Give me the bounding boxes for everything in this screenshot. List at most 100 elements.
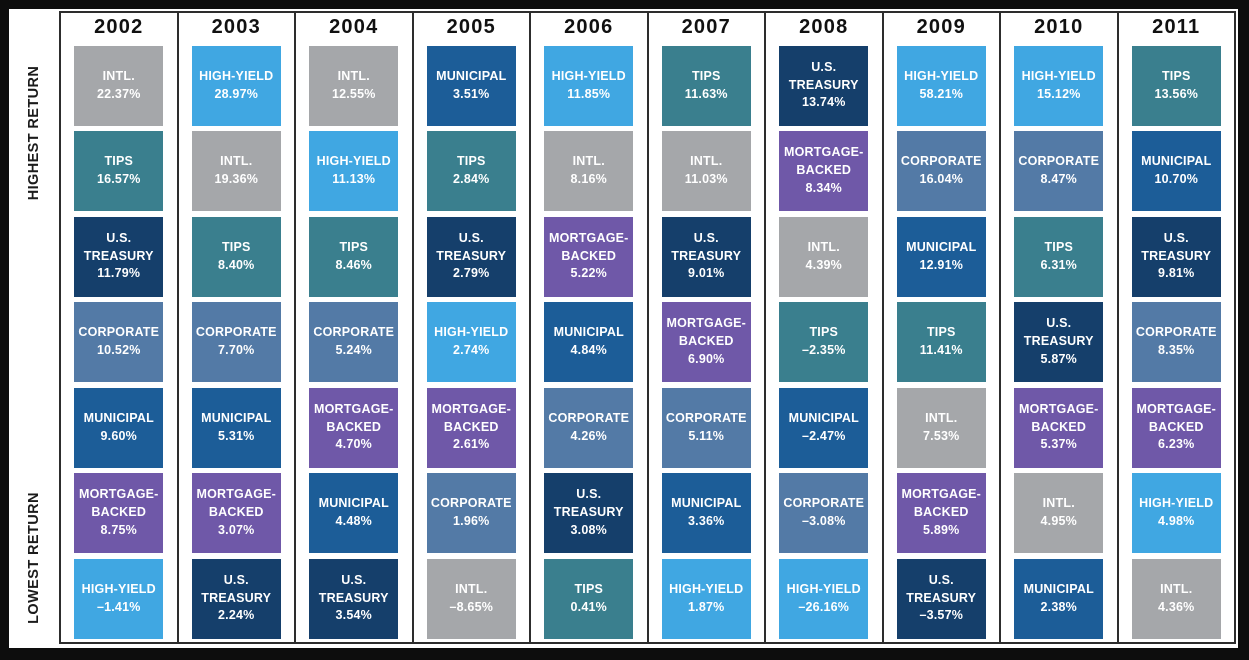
asset-name: MUNICIPAL (1141, 154, 1212, 169)
asset-cell: CORPORATE 7.70% (191, 302, 281, 382)
asset-name: U.S. TREASURY (83, 230, 154, 263)
asset-name: U.S. TREASURY (788, 59, 859, 92)
year-columns-grid: 2002 INTL. 22.37% TIPS 16.57% U.S. TREASURY 11… (59, 11, 1236, 644)
asset-return-value: –3.08% (801, 514, 846, 528)
asset-cell: TIPS 0.41% (544, 558, 634, 639)
asset-cell: TIPS –2.35% (779, 302, 869, 382)
asset-name: TIPS (926, 325, 956, 340)
asset-return-value: 16.04% (919, 172, 964, 186)
asset-cell: U.S. TREASURY 11.79% (74, 216, 164, 297)
asset-name: CORPORATE (783, 496, 865, 511)
asset-return-value: 8.40% (218, 257, 255, 272)
asset-name: TIPS (1044, 239, 1074, 254)
asset-cell: INTL. 7.53% (896, 387, 986, 468)
asset-return-value: –26.16% (798, 599, 850, 614)
asset-cell: MUNICIPAL 12.91% (896, 216, 986, 297)
left-axis-gutter: HIGHEST RETURN LOWEST RETURN (9, 11, 59, 644)
asset-name: TIPS (691, 68, 721, 83)
asset-cell: INTL. 11.03% (661, 131, 751, 211)
year-header: 2009 (916, 16, 966, 38)
asset-cell: HIGH-YIELD 11.85% (544, 45, 634, 126)
asset-cell: MORTGAGE-BACKED 6.23% (1131, 387, 1221, 468)
asset-return-value: 0.41% (570, 599, 607, 614)
asset-return-value: 9.60% (100, 428, 137, 443)
asset-cell: INTL. 22.37% (74, 45, 164, 126)
asset-return-value: 2.74% (453, 343, 490, 357)
asset-return-value: 3.07% (218, 522, 255, 537)
asset-name: HIGH-YIELD (434, 325, 509, 340)
asset-name: MORTGAGE-BACKED (78, 487, 159, 520)
asset-name: CORPORATE (900, 154, 982, 169)
asset-return-value: 19.36% (214, 172, 259, 186)
asset-cell: CORPORATE –3.08% (779, 473, 869, 553)
asset-name: MORTGAGE-BACKED (901, 487, 982, 520)
asset-cell: CORPORATE 1.96% (426, 473, 516, 553)
asset-name: U.S. TREASURY (671, 230, 742, 263)
asset-cell: MORTGAGE-BACKED 4.70% (309, 387, 399, 468)
year-column-2002: 2002 INTL. 22.37% TIPS 16.57% U.S. TREASURY 11… (61, 13, 177, 642)
asset-return-value: 4.70% (335, 437, 372, 452)
asset-cell: TIPS 6.31% (1014, 216, 1104, 297)
asset-return-value: 15.12% (1036, 86, 1081, 101)
asset-cell: HIGH-YIELD 58.21% (896, 45, 986, 126)
asset-cell: U.S. TREASURY 13.74% (779, 45, 869, 126)
asset-cell: U.S. TREASURY 2.24% (191, 558, 281, 639)
asset-cell: INTL. 4.95% (1014, 473, 1104, 553)
asset-name: TIPS (456, 154, 486, 169)
asset-cell: U.S. TREASURY 9.01% (661, 216, 751, 297)
asset-return-value: 11.79% (97, 266, 141, 281)
asset-name: INTL. (102, 68, 135, 83)
asset-return-value: 4.26% (570, 428, 607, 443)
asset-cell: TIPS 2.84% (426, 131, 516, 211)
asset-name: MORTGAGE-BACKED (431, 401, 512, 434)
year-header: 2010 (1034, 16, 1084, 38)
year-column-2006: 2006 HIGH-YIELD 11.85% INTL. 8.16% MORTGAGE-B… (529, 13, 647, 642)
asset-cell: U.S. TREASURY 5.87% (1014, 302, 1104, 382)
asset-name: U.S. TREASURY (436, 230, 507, 263)
asset-return-value: 2.24% (218, 608, 255, 623)
year-column-2010: 2010 HIGH-YIELD 15.12% CORPORATE 8.47% TIPS 6.… (999, 13, 1117, 642)
asset-return-value: 11.63% (684, 86, 728, 101)
asset-return-value: 8.75% (100, 522, 137, 537)
asset-return-value: 11.41% (919, 343, 963, 357)
asset-name: U.S. TREASURY (906, 572, 977, 605)
asset-cell: HIGH-YIELD –26.16% (779, 558, 869, 639)
asset-name: TIPS (574, 581, 604, 596)
asset-cell: MUNICIPAL 4.48% (309, 473, 399, 553)
asset-return-value: –2.47% (801, 428, 846, 443)
asset-cell: INTL. 19.36% (191, 131, 281, 211)
asset-name: HIGH-YIELD (551, 68, 626, 83)
year-column-2008: 2008 U.S. TREASURY 13.74% MORTGAGE-BACKED 8.… (764, 13, 882, 642)
asset-return-value: 3.36% (688, 514, 725, 528)
asset-cell: MORTGAGE-BACKED 6.90% (661, 302, 751, 382)
asset-cell: HIGH-YIELD 4.98% (1131, 473, 1221, 553)
asset-cell: MORTGAGE-BACKED 5.22% (544, 216, 634, 297)
asset-name: U.S. TREASURY (1023, 316, 1094, 349)
asset-return-value: –3.57% (919, 608, 964, 623)
asset-return-value: 5.37% (1040, 437, 1077, 452)
asset-return-value: 5.22% (570, 266, 607, 281)
asset-name: INTL. (220, 154, 253, 169)
year-column-2011: 2011 TIPS 13.56% MUNICIPAL 10.70% U.S. TREASU… (1116, 13, 1235, 642)
asset-cell: INTL. 12.55% (309, 45, 399, 126)
asset-return-value: 6.31% (1040, 257, 1077, 272)
asset-cell: TIPS 8.40% (191, 216, 281, 297)
asset-cell: CORPORATE 8.47% (1014, 131, 1104, 211)
asset-name: MORTGAGE-BACKED (666, 316, 747, 349)
asset-return-value: 10.52% (96, 343, 141, 357)
asset-name: MUNICIPAL (1023, 581, 1094, 596)
asset-name: U.S. TREASURY (201, 572, 272, 605)
asset-return-value: 3.08% (570, 522, 607, 537)
asset-name: TIPS (1161, 68, 1191, 83)
asset-cell: INTL. 4.36% (1131, 558, 1221, 639)
asset-return-value: 9.81% (1158, 266, 1195, 281)
asset-cell: TIPS 11.63% (661, 45, 751, 126)
asset-return-value: 9.01% (688, 266, 725, 281)
asset-name: U.S. TREASURY (1141, 230, 1212, 263)
asset-return-value: 10.70% (1154, 172, 1199, 186)
asset-name: MUNICIPAL (83, 410, 154, 425)
asset-cell: MORTGAGE-BACKED 8.34% (779, 131, 869, 211)
asset-name: MORTGAGE-BACKED (1018, 401, 1099, 434)
asset-name: HIGH-YIELD (1021, 68, 1096, 83)
